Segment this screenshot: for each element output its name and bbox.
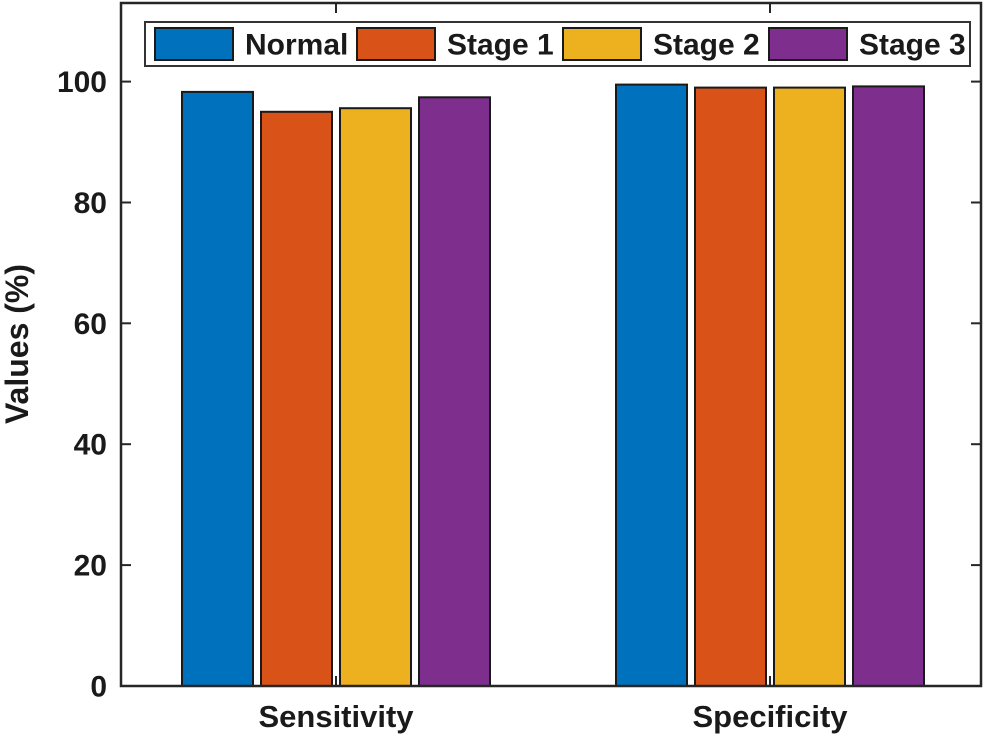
bar-sensitivity-normal <box>181 90 254 687</box>
legend-swatch-stage-1 <box>356 27 436 61</box>
bar-sensitivity-stage-1 <box>260 110 333 688</box>
legend-label-stage-2: Stage 2 <box>653 29 760 62</box>
bar-sensitivity-stage-3 <box>418 96 491 688</box>
y-tick-label: 80 <box>74 187 107 220</box>
legend-label-stage-3: Stage 3 <box>859 29 966 62</box>
legend-swatch-normal <box>154 27 234 61</box>
y-tick-label: 60 <box>74 308 107 341</box>
bar-specificity-normal <box>615 83 688 688</box>
bar-specificity-stage-3 <box>852 85 925 687</box>
y-axis-title: Values (%) <box>0 264 35 424</box>
category-label-specificity: Specificity <box>692 699 848 734</box>
legend-label-stage-1: Stage 1 <box>447 29 554 62</box>
legend-swatch-stage-3 <box>768 27 848 61</box>
bar-sensitivity-stage-2 <box>339 107 412 687</box>
bar-specificity-stage-1 <box>694 86 767 688</box>
plot-box <box>119 1 983 688</box>
y-tick-label: 0 <box>90 671 107 704</box>
bar-specificity-stage-2 <box>773 86 846 688</box>
category-label-sensitivity: Sensitivity <box>258 699 414 734</box>
legend-swatch-stage-2 <box>562 27 642 61</box>
y-tick-label: 100 <box>57 66 107 99</box>
y-tick-label: 40 <box>74 429 107 462</box>
y-tick-label: 20 <box>74 550 107 583</box>
legend-label-normal: Normal <box>245 29 348 62</box>
